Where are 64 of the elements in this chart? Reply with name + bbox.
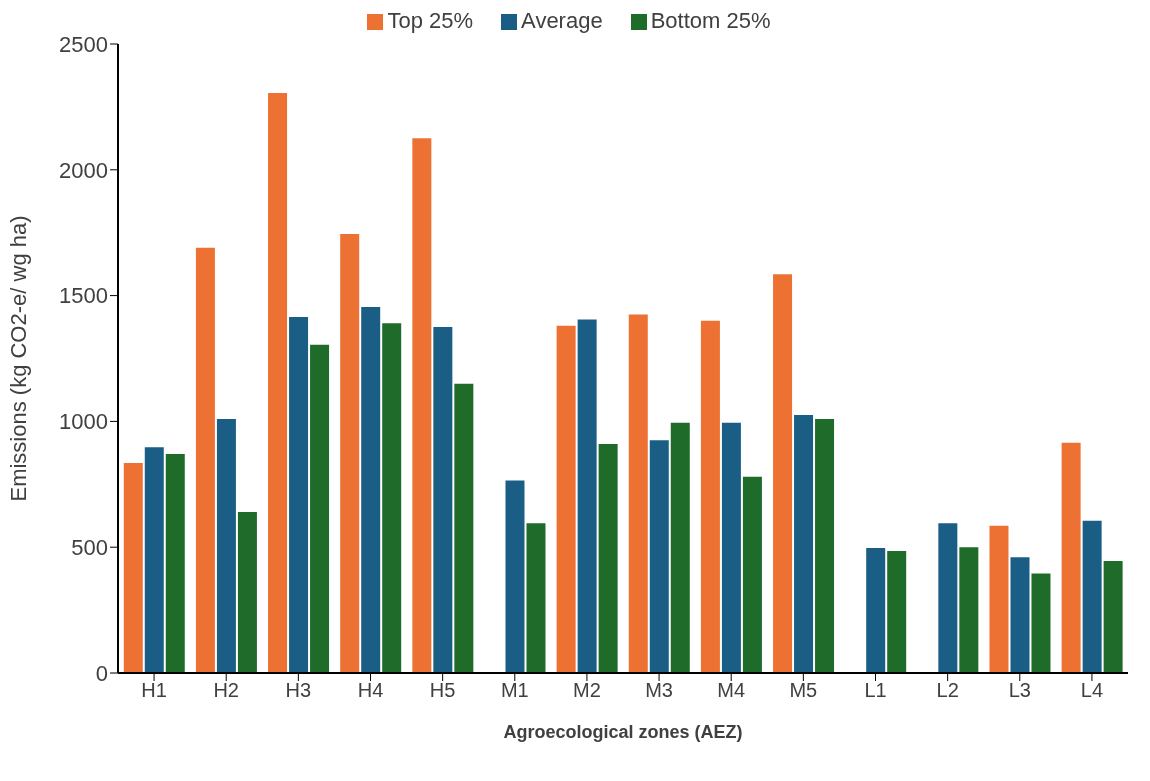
bar (165, 454, 185, 673)
bar (1031, 573, 1051, 673)
bar (598, 444, 618, 673)
x-tick-label: L3 (1008, 679, 1031, 702)
legend-label: Top 25% (387, 8, 474, 33)
x-tick-label: M5 (789, 679, 818, 702)
bar (237, 511, 257, 673)
legend-label: Bottom 25% (650, 8, 771, 33)
bar (670, 422, 690, 673)
bar (866, 547, 886, 673)
bar (526, 523, 546, 673)
bar (1010, 557, 1030, 673)
bar (1082, 520, 1102, 673)
x-tick-label: M2 (573, 679, 601, 702)
x-tick-label: L1 (864, 679, 887, 702)
bar (412, 138, 432, 673)
bar (123, 462, 143, 673)
x-tick-label: H2 (213, 679, 239, 702)
bar (382, 323, 402, 673)
x-tick-label: L4 (1080, 679, 1104, 702)
x-tick-label: M3 (645, 679, 673, 702)
x-tick-label: M4 (717, 679, 746, 702)
bar (195, 247, 215, 673)
y-tick-label: 500 (71, 535, 108, 561)
bar (721, 422, 741, 673)
bar (1103, 561, 1123, 673)
y-tick-label: 1000 (59, 409, 108, 435)
bar (794, 415, 814, 673)
bar (361, 306, 381, 673)
x-tick-label: H3 (285, 679, 312, 702)
bar (938, 523, 958, 673)
bar (310, 344, 330, 673)
bar (433, 327, 453, 673)
x-tick-label: H4 (357, 679, 384, 702)
bar (454, 383, 474, 673)
bar (815, 418, 835, 673)
x-tick-label: H1 (141, 679, 167, 702)
bar (216, 418, 236, 673)
bar (700, 320, 720, 673)
y-tick-label: 1500 (59, 283, 108, 309)
legend-label: Average (521, 8, 603, 33)
bar (887, 550, 907, 673)
y-tick-label: 2000 (59, 157, 108, 183)
bar (556, 325, 576, 673)
bar (289, 316, 309, 673)
x-axis-title: Agroecological zones (AEZ) (503, 722, 743, 742)
bar (144, 447, 164, 673)
bar (742, 476, 762, 673)
x-tick-label: L2 (936, 679, 959, 702)
bar (340, 233, 360, 673)
bar (959, 547, 979, 673)
bar (268, 93, 288, 673)
y-tick-label: 2500 (59, 31, 108, 57)
y-axis-title: Emissions (kg CO2-e/ wg ha) (5, 215, 31, 502)
y-tick-label: 0 (95, 660, 108, 686)
bar (577, 319, 597, 673)
bar (1061, 442, 1081, 673)
bar (628, 314, 648, 673)
bar (505, 480, 525, 673)
x-tick-label: M1 (500, 679, 529, 702)
x-tick-label: H5 (429, 679, 456, 702)
bar (773, 274, 793, 673)
bar (989, 525, 1009, 673)
bar (649, 440, 669, 673)
